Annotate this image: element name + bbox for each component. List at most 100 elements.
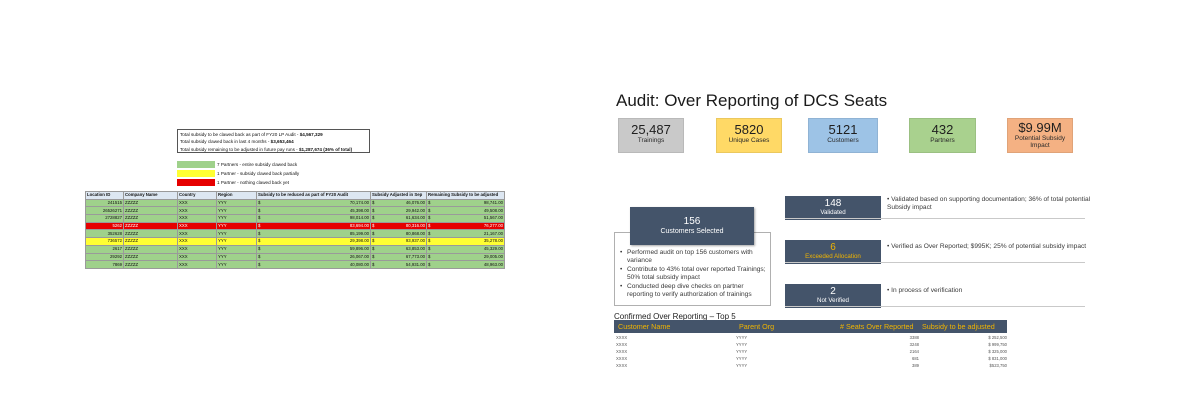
currency-symbol: $ bbox=[428, 246, 431, 252]
currency-symbol: $ bbox=[258, 200, 261, 206]
column-header: Country bbox=[177, 191, 217, 200]
status-box: 148 Validated bbox=[785, 196, 881, 220]
currency-symbol: $ bbox=[428, 261, 431, 267]
money-value: 35,278.00 bbox=[483, 238, 503, 244]
money-value: 45,398.00 bbox=[349, 207, 369, 213]
legend-label: 7 Partners - entire subsidy clawed back bbox=[217, 162, 298, 167]
table-cell: ZZZZZ bbox=[123, 244, 178, 254]
table-cell: $29,942.00 bbox=[370, 206, 427, 216]
top5-column-header: # Seats Over Reported bbox=[840, 322, 914, 331]
bullet-text: Conducted deep dive checks on partner re… bbox=[627, 283, 752, 298]
money-cell: $93,937.00 bbox=[372, 239, 425, 245]
money-value: 40,080.00 bbox=[349, 261, 369, 267]
bullet-dot: • bbox=[887, 287, 892, 294]
table-cell: ZZZZZ bbox=[123, 252, 178, 262]
column-header: Company Name bbox=[123, 191, 178, 200]
money-cell: $80,316.00 bbox=[372, 223, 425, 229]
column-header: Subsidy to be reduced as part of FY20 Au… bbox=[256, 191, 371, 200]
subsidy-summary-box: Total subsidy to be clawed back as part … bbox=[177, 129, 370, 153]
money-cell: $85,199.00 bbox=[258, 231, 369, 237]
table-cell: $63,853.00 bbox=[370, 244, 427, 254]
stat-card: 5820 Unique Cases bbox=[716, 118, 782, 153]
currency-symbol: $ bbox=[258, 223, 261, 229]
table-cell: ZZZZZ bbox=[123, 198, 178, 208]
table-cell: $76,277.00 bbox=[426, 221, 505, 231]
money-cell: $54,931.00 bbox=[372, 262, 425, 268]
money-cell: $98,014.00 bbox=[258, 215, 369, 222]
table-cell: YYY bbox=[216, 260, 257, 269]
table-cell: $51,567.00 bbox=[426, 214, 505, 223]
money-value: 70,174.00 bbox=[349, 200, 369, 206]
currency-symbol: $ bbox=[258, 246, 261, 252]
legend-item: 1 Partner - nothing clawed back yet bbox=[177, 178, 299, 187]
money-cell: $59,896.00 bbox=[258, 246, 369, 252]
top5-cell: $ 831,000 bbox=[988, 356, 1007, 361]
column-header: Remaining Subsidy to be adjusted bbox=[426, 191, 505, 200]
table-cell: $83,694.00 bbox=[256, 221, 371, 231]
currency-symbol: $ bbox=[428, 200, 431, 206]
table-row: 2728827 ZZZZZ XXX YYY $98,014.00 $61,634.00 $5… bbox=[85, 214, 505, 223]
top5-cell: YYYY bbox=[736, 349, 748, 354]
table-cell: $98,014.00 bbox=[256, 214, 371, 223]
table-cell: $67,773.00 bbox=[370, 252, 427, 262]
bullet-item: • Contribute to 43% total over reported T… bbox=[619, 266, 769, 282]
table-cell: 736572 bbox=[85, 237, 124, 246]
currency-symbol: $ bbox=[258, 230, 261, 236]
table-cell: $35,278.00 bbox=[426, 237, 505, 246]
table-cell: 5262 bbox=[85, 221, 124, 231]
currency-symbol: $ bbox=[428, 230, 431, 236]
bullet-text: Contribute to 43% total over reported Tr… bbox=[627, 266, 766, 281]
audit-bullets: • Performed audit on top 156 customers wi… bbox=[619, 249, 769, 300]
table-row: 2617 ZZZZZ XXX YYY $59,896.00 $63,853.00 $45,3… bbox=[85, 244, 505, 254]
money-cell: $21,167.00 bbox=[428, 231, 503, 237]
top5-cell: XXXX bbox=[616, 363, 628, 368]
table-cell: $26,067.00 bbox=[256, 252, 371, 262]
table-cell: YYY bbox=[216, 244, 257, 254]
top5-cell: $ 999,750 bbox=[988, 342, 1007, 347]
money-cell: $29,942.00 bbox=[372, 208, 425, 214]
status-box: 6 Exceeded Allocation bbox=[785, 240, 881, 264]
table-cell: ZZZZZ bbox=[123, 221, 178, 231]
table-cell: ZZZZZ bbox=[123, 229, 178, 239]
table-cell: $21,167.00 bbox=[426, 229, 505, 239]
top5-title: Confirmed Over Reporting – Top 5 bbox=[614, 312, 736, 321]
table-cell: $40,080.00 bbox=[256, 260, 371, 269]
status-note-text: Verified as Over Reported; $995K; 25% of… bbox=[891, 243, 1087, 250]
money-value: 45,329.00 bbox=[483, 246, 503, 252]
top5-cell: YYYY bbox=[736, 363, 748, 368]
table-cell: $93,937.00 bbox=[370, 237, 427, 246]
currency-symbol: $ bbox=[258, 253, 261, 259]
currency-symbol: $ bbox=[372, 200, 375, 206]
money-value: 26,067.00 bbox=[349, 253, 369, 259]
top5-column-header: Subsidy to be adjusted bbox=[922, 322, 995, 331]
table-cell: YYY bbox=[216, 221, 257, 231]
column-header: Location ID bbox=[85, 191, 124, 200]
money-value: 85,199.00 bbox=[349, 230, 369, 236]
top5-cell: 3388 bbox=[909, 335, 919, 340]
top5-cell: YYYY bbox=[736, 342, 748, 347]
status-value: 6 bbox=[830, 242, 836, 253]
money-cell: $48,963.00 bbox=[428, 262, 503, 268]
currency-symbol: $ bbox=[428, 253, 431, 259]
status-note-text: In process of verification bbox=[891, 287, 963, 294]
currency-symbol: $ bbox=[258, 215, 261, 221]
table-cell: $61,634.00 bbox=[370, 214, 427, 223]
table-cell: $54,931.00 bbox=[370, 260, 427, 269]
money-cell: $76,277.00 bbox=[428, 223, 503, 229]
currency-symbol: $ bbox=[372, 261, 375, 267]
table-cell: XXX bbox=[177, 260, 217, 269]
money-cell: $51,567.00 bbox=[428, 216, 503, 222]
table-cell: YYY bbox=[216, 229, 257, 239]
bullet-text: Performed audit on top 156 customers wit… bbox=[627, 249, 753, 264]
money-cell: $45,329.00 bbox=[428, 246, 503, 252]
legend-label: 1 Partner - nothing clawed back yet bbox=[217, 180, 290, 185]
money-value: 98,741.00 bbox=[483, 200, 503, 206]
status-note: • Validated based on supporting document… bbox=[887, 196, 1102, 212]
stat-label: Trainings bbox=[637, 137, 665, 144]
table-cell: XXX bbox=[177, 221, 217, 231]
stat-value: 5121 bbox=[828, 122, 858, 137]
table-cell: $80,868.00 bbox=[370, 229, 427, 239]
stat-card: 5121 Customers bbox=[808, 118, 878, 153]
money-cell: $35,278.00 bbox=[428, 238, 503, 245]
top5-header: Customer Name Parent Org # Seats Over Repo… bbox=[614, 320, 1007, 333]
